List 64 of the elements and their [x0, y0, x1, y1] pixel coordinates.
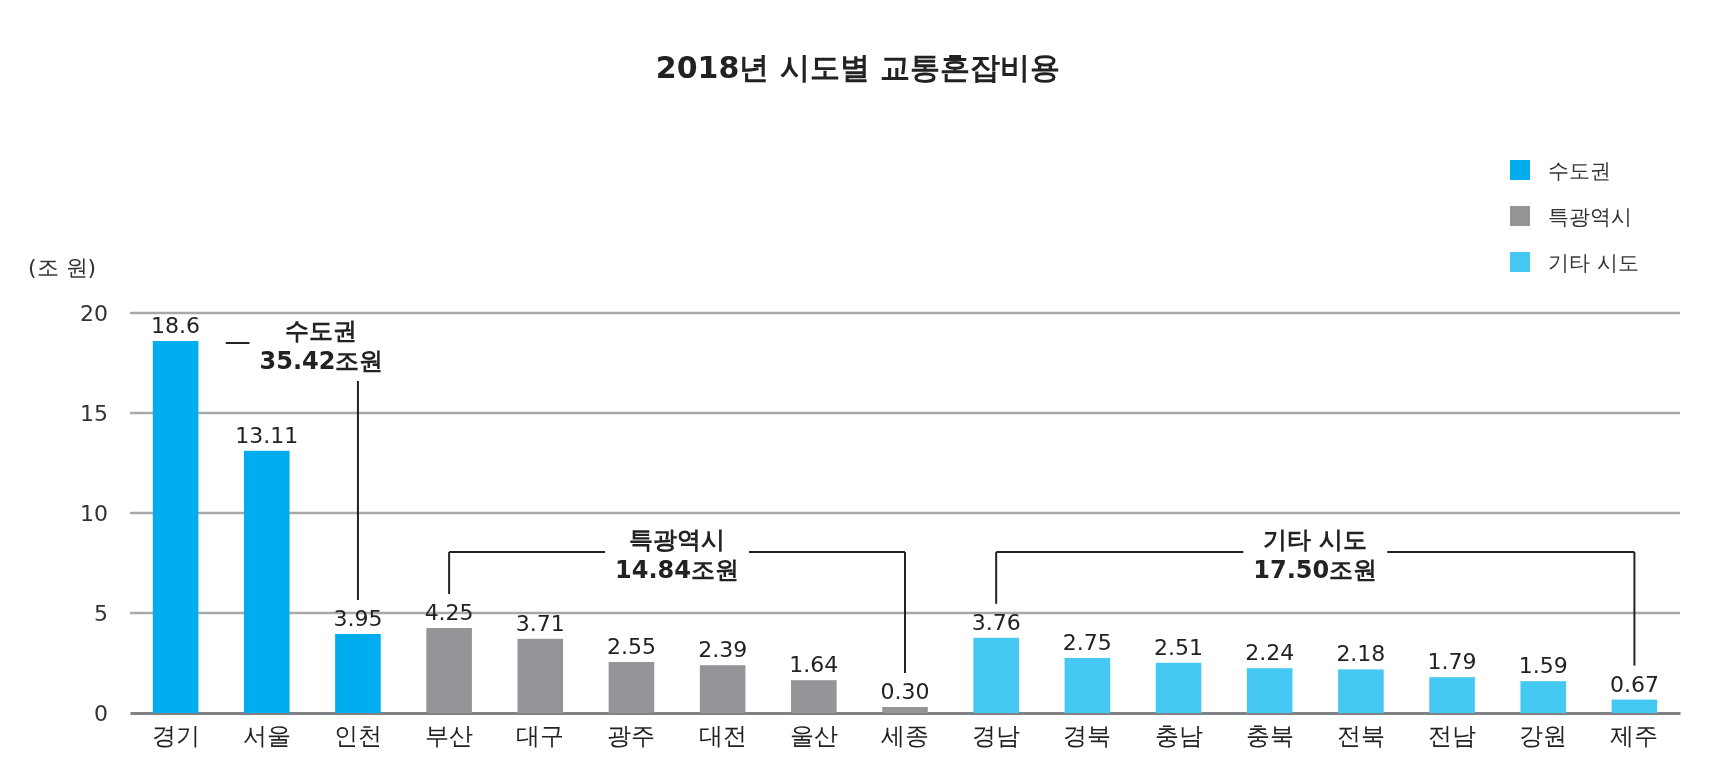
text: 2.24 [1245, 640, 1295, 666]
text: 2.51 [1154, 634, 1204, 660]
x-tick-label: 경남 [972, 722, 1021, 751]
bar [1064, 658, 1111, 713]
legend-label: 수도권 [1548, 159, 1611, 183]
x-tick-label: 대구 [516, 722, 565, 751]
annotation: 특광역시 14.84조원 [615, 526, 740, 584]
x-tick-label: 제주 [1610, 722, 1659, 751]
bar [243, 450, 290, 713]
annotation: 기타 시도 17.50조원 [1253, 526, 1378, 584]
x-tick-label: 울산 [789, 722, 838, 751]
y-tick-label: 5 [94, 600, 108, 626]
text: 1.64 [789, 652, 839, 678]
text: 3.71 [515, 610, 565, 636]
x-tick-label: 경기 [151, 722, 200, 751]
x-tick-label: 대전 [698, 722, 747, 751]
text: 2.75 [1062, 630, 1112, 655]
text: 1.59 [1518, 653, 1568, 679]
text: 3.76 [971, 609, 1021, 635]
y-tick-label: 0 [94, 700, 108, 726]
text: 2.18 [1336, 641, 1386, 667]
y-tick-label: 15 [80, 400, 108, 426]
legend-label: 기타 시도 [1548, 251, 1639, 275]
bar [791, 680, 837, 713]
x-tick-label: 부산 [425, 722, 474, 751]
bar [335, 634, 381, 713]
bar [1429, 677, 1475, 713]
bar [1520, 681, 1567, 713]
bar [699, 665, 746, 713]
bar [426, 628, 472, 713]
text: 3.95 [333, 606, 383, 631]
legend-label: 특광역시 [1548, 205, 1632, 229]
text: 13.11 [235, 422, 299, 448]
text: 2.55 [606, 634, 656, 659]
bar [152, 341, 199, 713]
x-tick-label: 경북 [1063, 722, 1112, 751]
text: 0.67 [1609, 671, 1659, 697]
bar [1246, 668, 1293, 713]
bar [973, 637, 1019, 713]
bar [608, 662, 655, 713]
x-tick-label: 충남 [1154, 722, 1203, 751]
x-tick-label: 인천 [333, 722, 382, 751]
text: 1.79 [1427, 649, 1477, 675]
bar [1611, 699, 1658, 713]
text: 2.39 [698, 637, 748, 663]
x-tick-label: 충북 [1245, 722, 1294, 751]
bar [517, 638, 564, 713]
chart-title: 2018년 시도별 교통혼잡비용 [655, 50, 1061, 85]
x-tick-label: 서울 [242, 722, 291, 751]
bar [1155, 662, 1202, 713]
x-tick-label: 전북 [1336, 722, 1385, 751]
x-tick-label: 강원 [1519, 722, 1568, 751]
y-tick-label: 10 [80, 500, 108, 526]
x-tick-label: 전남 [1428, 722, 1477, 751]
annotation: 수도권 35.42조원 [259, 317, 384, 375]
x-tick-label: 세종 [881, 722, 929, 751]
bar [882, 707, 928, 713]
x-tick-label: 광주 [607, 722, 656, 751]
y-tick-label: 20 [80, 300, 108, 326]
text: 0.30 [880, 679, 930, 704]
bar [1338, 669, 1384, 713]
y-axis-title: (조 원) [28, 255, 97, 280]
text: 18.6 [151, 313, 201, 338]
text: 4.25 [424, 600, 474, 625]
